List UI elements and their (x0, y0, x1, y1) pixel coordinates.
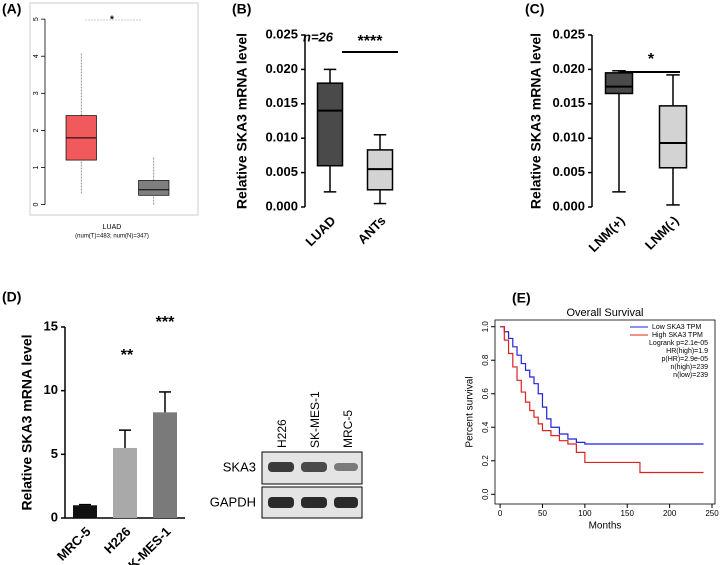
annotation: n(low)=239 (673, 372, 708, 379)
annotation: n(high)=239 (670, 364, 708, 371)
x-axis-note: (num(T)=483; num(N)=347) (75, 234, 149, 240)
x-tick-label: MRC-5 (54, 524, 94, 564)
y-tick-label: 0.005 (265, 164, 298, 179)
box (138, 180, 170, 196)
y-tick-label: 5 (51, 446, 58, 461)
survival-curve (500, 326, 704, 474)
annotation: **** (358, 33, 384, 50)
y-axis-label: Percent survival (465, 376, 476, 447)
y-tick-label: 0.005 (552, 164, 585, 179)
y-axis-label: Relative SKA3 mRNA level (19, 334, 35, 510)
y-tick-label: 0 (51, 509, 58, 524)
blot (261, 451, 363, 519)
annotation: p(HR)=2.9e-05 (662, 356, 709, 363)
y-tick-label: 0.015 (552, 95, 585, 110)
y-tick-label: 0.010 (552, 130, 585, 145)
x-tick-label: 50 (538, 509, 547, 518)
y-tick-label: 0.000 (552, 198, 585, 213)
annotation: ** (121, 347, 134, 364)
band (301, 497, 327, 508)
legend-label: High SKA3 TPM (652, 332, 703, 339)
annotation: * (648, 51, 655, 68)
box (604, 72, 634, 95)
y-tick-label: 0.4 (481, 421, 490, 433)
bar (73, 505, 97, 518)
lane-label: MRC-5 (341, 410, 355, 448)
y-tick-label: 0.020 (552, 61, 585, 76)
annotation: n=26 (303, 29, 334, 44)
band (268, 462, 294, 472)
panel-e-frame (494, 319, 716, 505)
y-tick-label: 0.020 (265, 61, 298, 76)
panel-label: (A) (2, 1, 21, 17)
x-tick-label: LUAD (302, 213, 338, 249)
row-label: GAPDH (210, 494, 256, 509)
y-tick-label: 0.0 (481, 488, 490, 500)
y-tick-label: 0.6 (481, 388, 490, 400)
box (658, 105, 688, 169)
lane-label: H226 (275, 419, 289, 448)
panel-label: (E) (512, 290, 531, 306)
x-tick-label: 100 (578, 509, 592, 518)
y-tick-label: 10 (44, 382, 58, 397)
y-tick-label: 3 (33, 91, 40, 95)
chart-title: Overall Survival (566, 307, 643, 319)
annotation: HR(high)=1.9 (666, 348, 708, 355)
x-tick-label: 150 (621, 509, 635, 518)
legend-label: Low SKA3 TPM (652, 324, 701, 331)
x-tick-label: H226 (101, 524, 134, 557)
panel-a-frame (29, 2, 199, 216)
y-tick-label: 0.015 (265, 95, 298, 110)
panel-label: (B) (232, 1, 251, 17)
y-tick-label: 0.010 (265, 130, 298, 145)
y-tick-label: 0.000 (265, 198, 298, 213)
box (316, 82, 344, 167)
annotation: *** (156, 314, 175, 331)
y-tick-label: 0.025 (265, 26, 298, 41)
band (334, 497, 358, 508)
x-axis-label: LUAD (103, 224, 122, 231)
y-tick-label: 0.025 (552, 26, 585, 41)
y-axis-label: Relative SKA3 mRNA level (528, 33, 544, 209)
panel-label: (C) (525, 1, 544, 17)
y-tick-label: 0.8 (481, 354, 490, 366)
band (268, 497, 294, 508)
annotation: Logrank p=2.1e-05 (649, 340, 708, 347)
survival-curve (500, 326, 704, 445)
y-tick-label: 15 (44, 318, 58, 333)
y-tick-label: 1 (33, 165, 40, 169)
panel-label: (D) (2, 289, 21, 305)
row-label: SKA3 (223, 459, 256, 474)
x-tick-label: 0 (498, 509, 503, 518)
band (334, 463, 358, 471)
y-tick-label: 2 (33, 128, 40, 132)
band (301, 462, 327, 472)
y-tick-label: 0 (33, 203, 40, 207)
y-axis-label: Relative SKA3 mRNA level (234, 33, 250, 209)
x-tick-label: ANTs (355, 213, 389, 247)
y-tick-label: 0.2 (481, 455, 490, 467)
x-tick-label: LNM(+) (586, 213, 628, 255)
y-tick-label: 4 (33, 54, 40, 58)
x-tick-label: 200 (663, 509, 677, 518)
x-tick-label: LNM(-) (642, 213, 682, 253)
bar (153, 412, 177, 518)
y-tick-label: 5 (33, 17, 40, 21)
x-axis-label: Months (589, 521, 622, 532)
bar (113, 447, 137, 518)
lane-label: SK-MES-1 (308, 391, 322, 448)
y-tick-label: 1.0 (481, 321, 490, 333)
x-tick-label: 250 (705, 509, 719, 518)
